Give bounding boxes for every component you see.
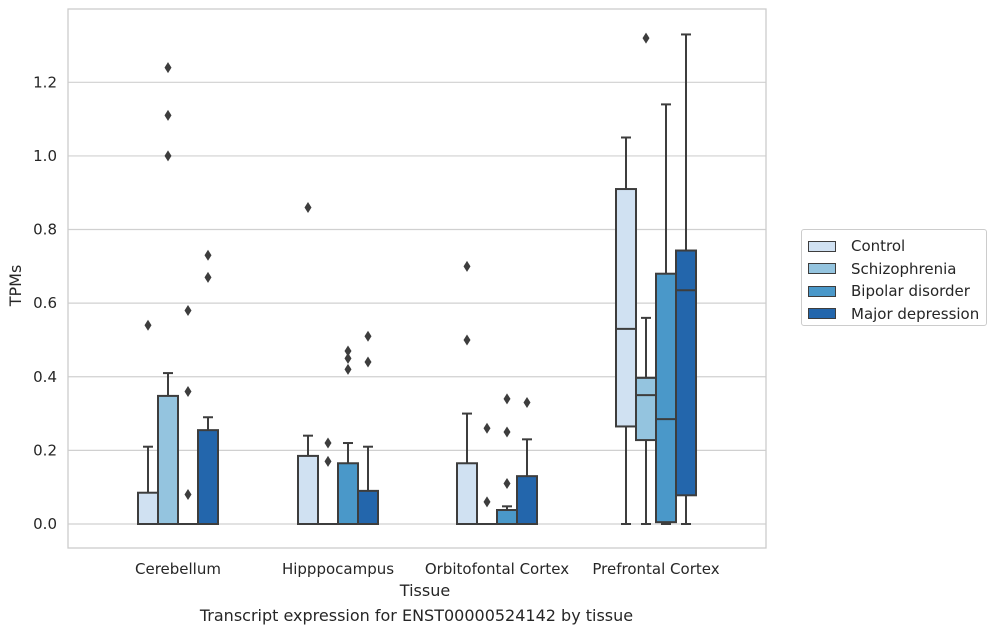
- outlier-point: [184, 305, 192, 317]
- outlier-point: [483, 496, 491, 508]
- box-control: [297, 201, 319, 525]
- box-body: [516, 475, 538, 526]
- outlier-point: [503, 426, 511, 438]
- chart-caption: Transcript expression for ENST0000052414…: [199, 606, 634, 625]
- box-body: [655, 272, 677, 524]
- box-body: [297, 454, 319, 525]
- box-bipolar-disorder: [337, 345, 359, 525]
- outlier-point: [463, 260, 471, 272]
- y-tick-label: 0.6: [33, 294, 57, 312]
- box-body: [615, 188, 637, 428]
- legend-swatch: [808, 263, 836, 275]
- gridlines: [68, 81, 766, 525]
- outlier-point: [304, 201, 312, 213]
- box-bipolar-disorder: [177, 305, 199, 526]
- box-control: [615, 136, 637, 525]
- outlier-point: [642, 32, 650, 44]
- box-bipolar-disorder: [655, 103, 677, 525]
- x-tick-label: Hipppocampus: [282, 560, 394, 578]
- box-body: [157, 394, 179, 526]
- box-major-depression: [197, 249, 219, 526]
- outlier-point: [164, 109, 172, 121]
- x-tick-label: Prefrontal Cortex: [592, 560, 719, 578]
- legend-label: Control: [851, 237, 906, 256]
- box-major-depression: [675, 33, 697, 525]
- x-tick-labels: Cerebellum Hipppocampus Orbitofontal Corte…: [135, 560, 720, 578]
- box-body: [197, 429, 219, 526]
- outlier-point: [184, 385, 192, 397]
- outlier-point: [344, 345, 352, 357]
- outlier-point: [364, 330, 372, 342]
- box-major-depression: [357, 330, 379, 525]
- box-body: [675, 249, 697, 497]
- legend-label: Schizophrenia: [851, 259, 957, 278]
- legend-label: Bipolar disorder: [851, 282, 970, 301]
- y-tick-label: 0.8: [33, 221, 57, 239]
- box-body: [635, 376, 657, 442]
- box-bipolar-disorder: [496, 393, 518, 526]
- legend-item: Bipolar disorder: [808, 280, 986, 303]
- y-tick-label: 1.2: [33, 73, 57, 91]
- y-tick-label: 0.0: [33, 515, 57, 533]
- y-tick-label: 0.2: [33, 441, 57, 459]
- outlier-point: [463, 334, 471, 346]
- legend-item: Major depression: [808, 303, 986, 326]
- outlier-point: [523, 397, 531, 409]
- legend-item: Schizophrenia: [808, 258, 986, 281]
- outlier-point: [324, 455, 332, 467]
- legend-swatch: [808, 285, 836, 297]
- box-body: [357, 489, 379, 525]
- outlier-point: [204, 271, 212, 283]
- outlier-point: [164, 150, 172, 162]
- box-groups: [137, 32, 697, 526]
- box-schizophrenia: [157, 62, 179, 526]
- outlier-point: [503, 478, 511, 490]
- x-tick-label: Cerebellum: [135, 560, 221, 578]
- outlier-point: [503, 393, 511, 405]
- x-axis-label: Tissue: [399, 581, 450, 600]
- outlier-point: [144, 319, 152, 331]
- box-body: [456, 462, 478, 525]
- legend-swatch: [808, 308, 836, 320]
- y-tick-labels: 0.0 0.2 0.4 0.6 0.8 1.0 1.2: [33, 73, 57, 533]
- box-control: [137, 319, 159, 526]
- box-major-depression: [516, 397, 538, 526]
- legend-item: Control: [808, 235, 986, 258]
- legend: Control Schizophrenia Bipolar disorder Majo…: [801, 229, 987, 326]
- box-schizophrenia: [476, 422, 498, 526]
- legend-swatch: [808, 240, 836, 252]
- outlier-point: [184, 489, 192, 501]
- box-control: [456, 260, 478, 525]
- outlier-point: [204, 249, 212, 261]
- y-axis-label: TPMs: [6, 265, 25, 308]
- box-body: [496, 509, 518, 526]
- outlier-point: [483, 422, 491, 434]
- y-tick-label: 0.4: [33, 368, 57, 386]
- outlier-point: [344, 352, 352, 364]
- box-body: [137, 491, 159, 526]
- outlier-point: [364, 356, 372, 368]
- outlier-point: [344, 363, 352, 375]
- box-body: [337, 462, 359, 525]
- x-tick-label: Orbitofontal Cortex: [425, 560, 569, 578]
- outlier-point: [164, 62, 172, 74]
- y-tick-label: 1.0: [33, 147, 57, 165]
- plot-frame: [67, 8, 767, 549]
- outlier-point: [324, 437, 332, 449]
- legend-label: Major depression: [851, 304, 980, 323]
- box-schizophrenia: [317, 437, 339, 526]
